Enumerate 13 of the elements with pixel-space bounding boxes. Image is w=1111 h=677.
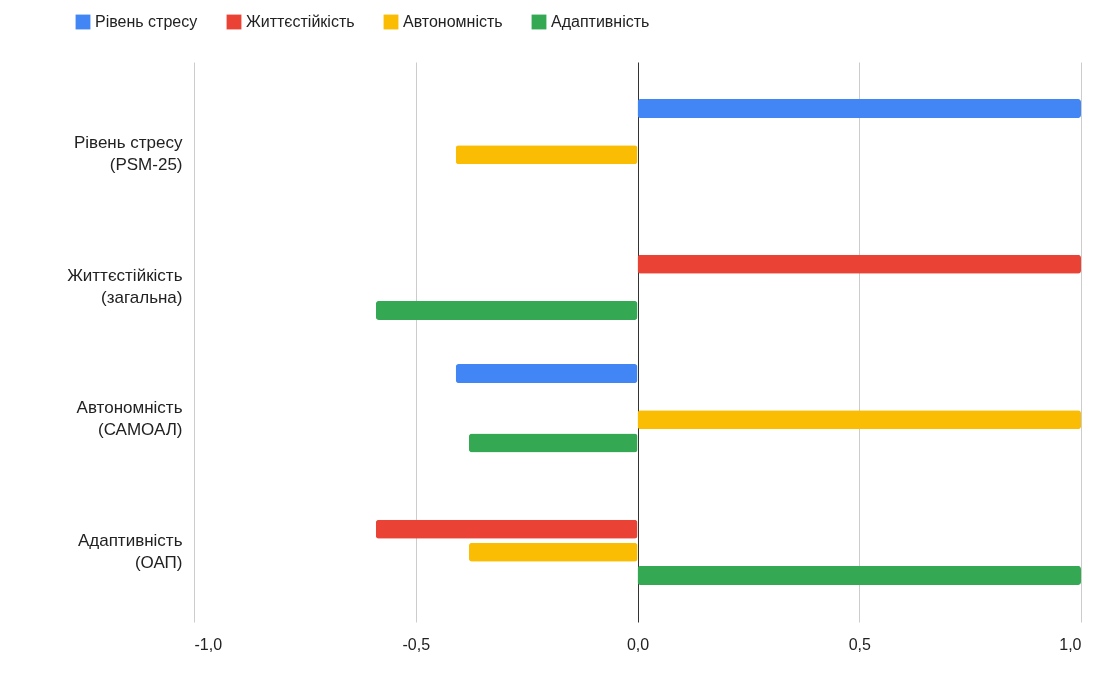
- x-tick-label: 0,0: [626, 635, 650, 653]
- x-tick-label: -1,0: [194, 635, 223, 653]
- legend-label: Життєстійкість: [246, 13, 355, 30]
- y-tick-label: Рівень стресу (PSM-25): [73, 133, 183, 175]
- legend-label: Рівень стресу: [95, 13, 198, 30]
- legend-label: Автономність: [403, 13, 503, 30]
- y-tick-label: Адаптивність (ОАП): [77, 530, 183, 572]
- legend-label: Адаптивність: [551, 13, 650, 30]
- x-tick-label: 0,5: [848, 635, 871, 653]
- x-tick-label: -0,5: [402, 635, 431, 653]
- y-tick-label: Життєстійкість (загальна): [67, 265, 183, 307]
- y-tick-label: Автономність (САМОАЛ): [76, 398, 183, 440]
- x-tick-label: 1,0: [1059, 635, 1082, 653]
